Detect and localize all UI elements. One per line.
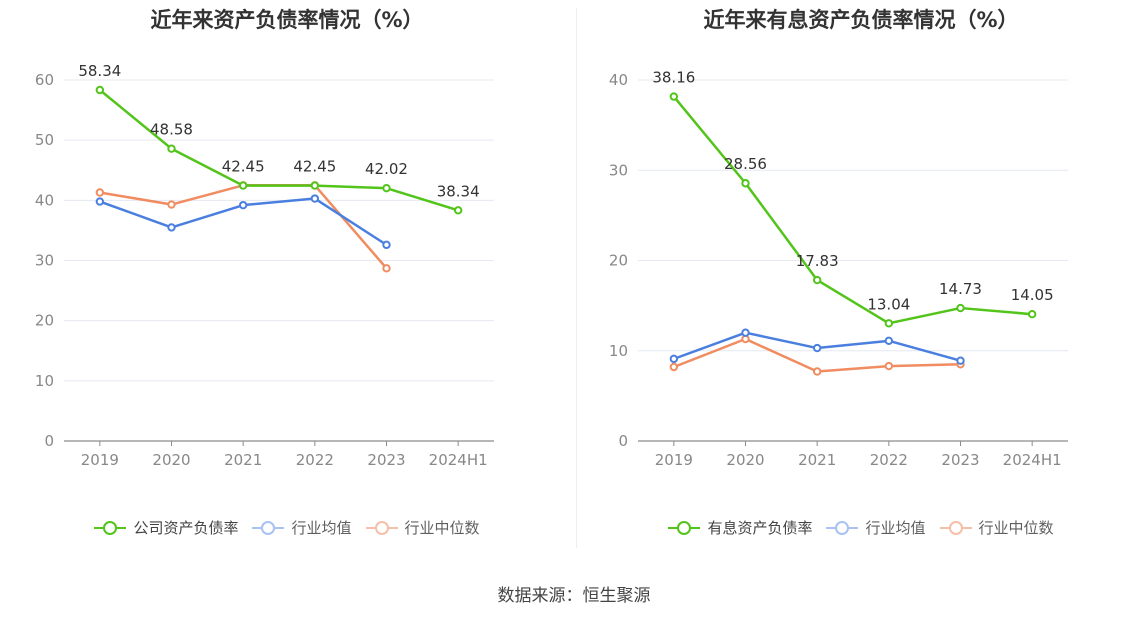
legend-company-line-icon bbox=[94, 520, 127, 536]
data-label: 28.56 bbox=[724, 155, 767, 173]
data-point-company bbox=[382, 183, 391, 193]
data-label: 42.45 bbox=[222, 158, 265, 176]
legend-label: 有息资产负债率 bbox=[707, 519, 813, 537]
y-tick-label: 30 bbox=[35, 252, 54, 270]
data-point-company bbox=[95, 85, 105, 95]
data-point-median bbox=[812, 367, 822, 376]
data-label: 38.16 bbox=[652, 69, 695, 87]
y-tick-label: 20 bbox=[609, 252, 628, 270]
legend-label: 行业中位数 bbox=[404, 519, 480, 537]
x-tick-label: 2022 bbox=[870, 451, 908, 469]
x-tick-label: 2023 bbox=[941, 451, 979, 469]
legend-label: 行业均值 bbox=[291, 519, 352, 537]
data-point-median bbox=[382, 264, 391, 273]
legend-average-line-icon bbox=[252, 520, 285, 536]
legend-item-industry-median[interactable]: 行业中位数 bbox=[939, 517, 1054, 538]
y-tick-label: 60 bbox=[35, 71, 54, 89]
data-label: 48.58 bbox=[150, 121, 193, 139]
y-tick-label: 10 bbox=[35, 372, 54, 390]
data-point-avg bbox=[167, 223, 176, 232]
legend-item-company[interactable]: 有息资产负债率 bbox=[668, 517, 812, 538]
x-tick-label: 2019 bbox=[81, 451, 119, 469]
legend-median-line-icon bbox=[365, 520, 398, 536]
data-point-avg bbox=[669, 354, 679, 364]
data-point-avg bbox=[238, 200, 248, 210]
y-tick-label: 10 bbox=[609, 342, 628, 360]
legend-label: 公司资产负债率 bbox=[133, 519, 239, 537]
y-tick-label: 40 bbox=[35, 191, 54, 209]
legend-median-line-icon bbox=[939, 520, 972, 536]
left-chart-legend: 公司资产负债率 行业均值 行业中位数 bbox=[0, 517, 574, 538]
data-label: 14.05 bbox=[1011, 286, 1054, 304]
left-chart-title: 近年来资产负债率情况（%） bbox=[150, 8, 424, 32]
legend-label: 行业均值 bbox=[865, 519, 926, 537]
right-chart-legend: 有息资产负债率 行业均值 行业中位数 bbox=[574, 517, 1148, 538]
legend-item-industry-median[interactable]: 行业中位数 bbox=[365, 517, 480, 538]
y-tick-label: 30 bbox=[609, 161, 628, 179]
x-tick-label: 2021 bbox=[224, 451, 262, 469]
legend-company-line-icon bbox=[668, 520, 701, 536]
data-point-avg bbox=[812, 343, 822, 353]
data-point-avg bbox=[310, 194, 320, 203]
data-point-avg bbox=[382, 240, 391, 250]
series-line-company bbox=[672, 95, 1033, 325]
x-tick-label: 2024H1 bbox=[429, 451, 488, 469]
data-point-avg bbox=[741, 328, 750, 337]
right-chart-plot: 0 10 20 30 40 2019 2020 2021 2022 2023 2024H1 38.16… bbox=[609, 69, 1068, 469]
x-tick-label: 2020 bbox=[726, 451, 764, 469]
data-label: 14.73 bbox=[939, 280, 982, 298]
data-point-company bbox=[669, 92, 679, 101]
data-point-company bbox=[1027, 309, 1037, 319]
data-source-footer: 数据来源：恒生聚源 bbox=[497, 586, 651, 606]
left-chart-panel: 近年来资产负债率情况（%） 0 10 20 30 40 50 60 2019 2020 2021 2… bbox=[0, 0, 574, 560]
y-tick-label: 40 bbox=[609, 71, 628, 89]
data-point-company bbox=[453, 206, 463, 215]
data-label: 38.34 bbox=[437, 182, 480, 200]
y-tick-label: 0 bbox=[618, 432, 628, 450]
series-line-company bbox=[99, 89, 459, 212]
x-tick-label: 2021 bbox=[798, 451, 836, 469]
right-chart-title: 近年来有息资产负债率情况（%） bbox=[703, 8, 1019, 32]
left-chart-plot: 0 10 20 30 40 50 60 2019 2020 2021 2022 2023 2024H1 5… bbox=[35, 62, 494, 469]
data-point-company bbox=[956, 303, 965, 313]
legend-item-company[interactable]: 公司资产负债率 bbox=[94, 517, 238, 538]
x-tick-label: 2022 bbox=[296, 451, 334, 469]
series-line-median bbox=[99, 184, 388, 270]
y-tick-label: 20 bbox=[35, 312, 54, 330]
x-tick-label: 2023 bbox=[367, 451, 405, 469]
x-tick-label: 2019 bbox=[655, 451, 693, 469]
data-point-company bbox=[167, 144, 176, 153]
right-chart-panel: 近年来有息资产负债率情况（%） 0 10 20 30 40 2019 2020 2021 202… bbox=[574, 0, 1148, 560]
legend-item-industry-average[interactable]: 行业均值 bbox=[252, 517, 352, 538]
data-point-avg bbox=[956, 356, 965, 365]
data-point-median bbox=[167, 200, 176, 209]
y-tick-label: 0 bbox=[44, 432, 54, 450]
x-tick-label: 2020 bbox=[152, 451, 190, 469]
data-point-median bbox=[95, 188, 105, 197]
data-label: 42.02 bbox=[365, 160, 408, 178]
data-point-company bbox=[741, 179, 750, 188]
data-point-median bbox=[669, 362, 679, 372]
data-label: 58.34 bbox=[78, 62, 121, 80]
data-point-company bbox=[310, 181, 320, 190]
data-label: 13.04 bbox=[867, 295, 910, 313]
legend-average-line-icon bbox=[826, 520, 859, 536]
data-point-avg bbox=[884, 336, 894, 346]
data-point-company bbox=[812, 275, 822, 285]
data-point-company bbox=[884, 319, 894, 328]
y-tick-label: 50 bbox=[35, 131, 54, 149]
data-point-avg bbox=[95, 197, 105, 206]
data-point-company bbox=[238, 181, 248, 190]
x-tick-label: 2024H1 bbox=[1003, 451, 1062, 469]
data-point-median bbox=[884, 361, 894, 371]
data-label: 42.45 bbox=[293, 158, 336, 176]
data-label: 17.83 bbox=[796, 252, 839, 270]
legend-item-industry-average[interactable]: 行业均值 bbox=[826, 517, 926, 538]
panel-divider bbox=[576, 8, 577, 548]
legend-label: 行业中位数 bbox=[978, 519, 1054, 537]
